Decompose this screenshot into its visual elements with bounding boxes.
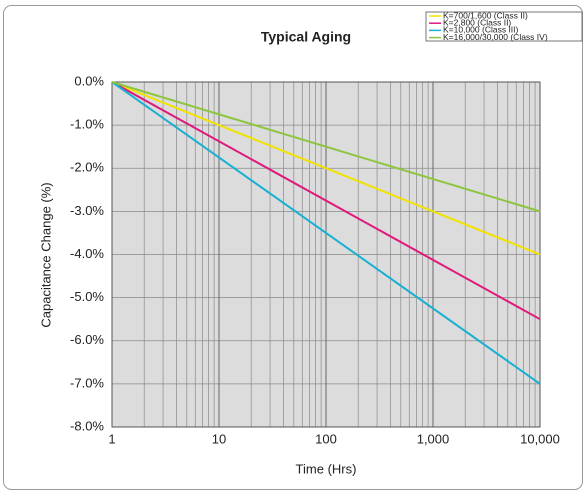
series-line: [111, 81, 541, 213]
y-tick-label: -4.0%: [70, 246, 104, 261]
x-tick-label: 10,000: [520, 431, 560, 446]
legend-label: K=2,800 (Class II): [443, 17, 511, 27]
series-line: [111, 81, 541, 256]
y-tick-label: 0.0%: [74, 73, 104, 88]
legend-box: [425, 11, 583, 42]
x-tick-label: 1,000: [417, 431, 450, 446]
x-tick-label: 1: [108, 431, 115, 446]
y-tick-label: -2.0%: [70, 160, 104, 175]
series-line: [111, 81, 541, 385]
y-tick-label: -8.0%: [70, 418, 104, 433]
y-tick-label: -5.0%: [70, 289, 104, 304]
series-line: [111, 81, 541, 321]
x-tick-label: 10: [212, 431, 226, 446]
legend-label: K=16,000/30,000 (Class IV): [443, 32, 548, 42]
legend-label: K=700/1,600 (Class II): [443, 10, 528, 20]
chart-title: Typical Aging: [261, 29, 351, 45]
legend-label: K=10,000 (Class III): [443, 25, 519, 35]
y-tick-label: -1.0%: [70, 117, 104, 132]
y-tick-label: -3.0%: [70, 203, 104, 218]
y-tick-label: -6.0%: [70, 332, 104, 347]
x-axis-label: Time (Hrs): [296, 461, 357, 476]
y-axis-label: Capacitance Change (%): [38, 182, 53, 327]
y-tick-label: -7.0%: [70, 375, 104, 390]
x-tick-label: 100: [315, 431, 337, 446]
